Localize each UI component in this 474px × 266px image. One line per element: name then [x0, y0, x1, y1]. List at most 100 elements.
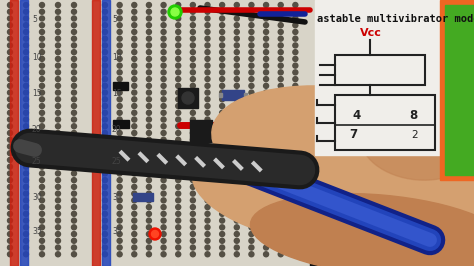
- Circle shape: [132, 30, 137, 35]
- Circle shape: [72, 218, 76, 223]
- Circle shape: [219, 164, 225, 169]
- Circle shape: [171, 8, 179, 16]
- Circle shape: [55, 211, 61, 216]
- Circle shape: [117, 30, 122, 35]
- Circle shape: [161, 205, 166, 210]
- Circle shape: [176, 117, 181, 122]
- Circle shape: [102, 97, 108, 102]
- Circle shape: [102, 16, 108, 21]
- Circle shape: [161, 218, 166, 223]
- Circle shape: [264, 131, 269, 135]
- Circle shape: [234, 50, 239, 55]
- Circle shape: [117, 36, 122, 41]
- Circle shape: [146, 137, 151, 142]
- Circle shape: [219, 211, 225, 216]
- Circle shape: [55, 103, 61, 109]
- Circle shape: [293, 70, 298, 75]
- Circle shape: [72, 211, 76, 216]
- Circle shape: [205, 36, 210, 41]
- Circle shape: [24, 211, 28, 216]
- Circle shape: [146, 83, 151, 88]
- Circle shape: [249, 225, 254, 230]
- Circle shape: [24, 23, 28, 28]
- Circle shape: [219, 103, 225, 109]
- Circle shape: [176, 178, 181, 183]
- Circle shape: [278, 16, 283, 21]
- Circle shape: [205, 56, 210, 61]
- Circle shape: [39, 56, 45, 61]
- Circle shape: [234, 56, 239, 61]
- Circle shape: [24, 50, 28, 55]
- Circle shape: [205, 238, 210, 243]
- Circle shape: [39, 184, 45, 189]
- Text: 30: 30: [112, 193, 122, 202]
- Circle shape: [205, 63, 210, 68]
- Circle shape: [24, 157, 28, 163]
- Circle shape: [8, 83, 12, 88]
- Circle shape: [219, 23, 225, 28]
- Circle shape: [117, 245, 122, 250]
- Circle shape: [117, 225, 122, 230]
- Circle shape: [293, 56, 298, 61]
- Circle shape: [102, 131, 108, 135]
- Circle shape: [176, 137, 181, 142]
- Circle shape: [278, 124, 283, 129]
- Circle shape: [55, 245, 61, 250]
- Circle shape: [24, 56, 28, 61]
- Circle shape: [219, 245, 225, 250]
- Circle shape: [24, 218, 28, 223]
- Circle shape: [161, 124, 166, 129]
- Circle shape: [249, 198, 254, 203]
- Circle shape: [205, 164, 210, 169]
- Circle shape: [278, 56, 283, 61]
- Circle shape: [249, 131, 254, 135]
- Circle shape: [249, 83, 254, 88]
- Circle shape: [55, 9, 61, 14]
- Circle shape: [39, 110, 45, 115]
- Bar: [92, 0, 100, 266]
- Circle shape: [293, 198, 298, 203]
- Circle shape: [132, 178, 137, 183]
- Circle shape: [205, 211, 210, 216]
- Circle shape: [55, 110, 61, 115]
- Circle shape: [249, 23, 254, 28]
- Circle shape: [117, 211, 122, 216]
- Circle shape: [117, 9, 122, 14]
- Circle shape: [102, 245, 108, 250]
- Circle shape: [293, 50, 298, 55]
- Circle shape: [132, 164, 137, 169]
- Circle shape: [146, 218, 151, 223]
- Circle shape: [205, 198, 210, 203]
- Circle shape: [24, 103, 28, 109]
- Circle shape: [72, 245, 76, 250]
- Circle shape: [161, 151, 166, 156]
- Text: 30: 30: [32, 193, 42, 202]
- Circle shape: [278, 83, 283, 88]
- Circle shape: [146, 198, 151, 203]
- Circle shape: [39, 117, 45, 122]
- Circle shape: [55, 50, 61, 55]
- Circle shape: [161, 63, 166, 68]
- Circle shape: [161, 144, 166, 149]
- Circle shape: [191, 131, 195, 135]
- Circle shape: [249, 245, 254, 250]
- Circle shape: [219, 30, 225, 35]
- Circle shape: [24, 36, 28, 41]
- Circle shape: [264, 252, 269, 257]
- Circle shape: [24, 252, 28, 257]
- Circle shape: [176, 205, 181, 210]
- Circle shape: [117, 164, 122, 169]
- Circle shape: [205, 23, 210, 28]
- Circle shape: [132, 131, 137, 135]
- Circle shape: [161, 131, 166, 135]
- Circle shape: [8, 144, 12, 149]
- Circle shape: [8, 110, 12, 115]
- Circle shape: [191, 231, 195, 236]
- Circle shape: [72, 16, 76, 21]
- Circle shape: [39, 205, 45, 210]
- Circle shape: [219, 43, 225, 48]
- Circle shape: [278, 144, 283, 149]
- Circle shape: [219, 184, 225, 189]
- Circle shape: [191, 70, 195, 75]
- Circle shape: [132, 70, 137, 75]
